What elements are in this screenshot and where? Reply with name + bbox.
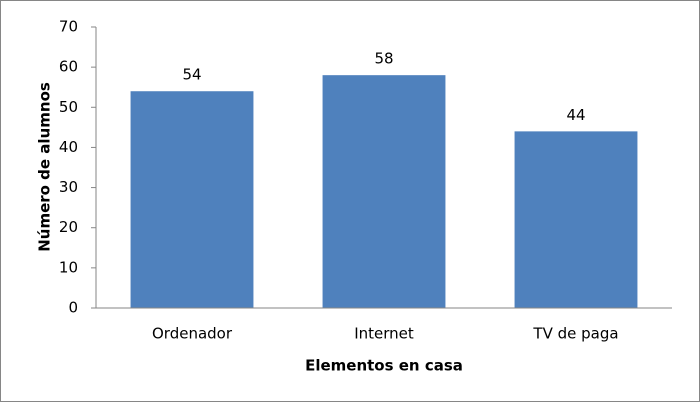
y-tick-label: 0 bbox=[68, 299, 78, 317]
x-tick-label: TV de paga bbox=[532, 325, 618, 343]
bar bbox=[130, 91, 254, 308]
data-label: 44 bbox=[566, 106, 585, 124]
y-axis-title: Número de alumnos bbox=[36, 82, 54, 252]
x-tick-label: Ordenador bbox=[152, 325, 233, 343]
y-tick-label: 50 bbox=[59, 98, 78, 116]
y-tick-label: 60 bbox=[59, 58, 78, 76]
y-tick-label: 20 bbox=[59, 218, 78, 236]
y-tick-label: 30 bbox=[59, 178, 78, 196]
x-tick-label: Internet bbox=[354, 325, 414, 343]
bar bbox=[322, 75, 446, 309]
bar bbox=[514, 131, 638, 308]
data-label: 58 bbox=[374, 50, 393, 68]
y-tick-label: 70 bbox=[59, 18, 78, 36]
x-axis-title: Elementos en casa bbox=[305, 357, 463, 375]
y-tick-label: 10 bbox=[59, 258, 78, 276]
data-label: 54 bbox=[182, 66, 201, 84]
y-tick-label: 40 bbox=[59, 138, 78, 156]
